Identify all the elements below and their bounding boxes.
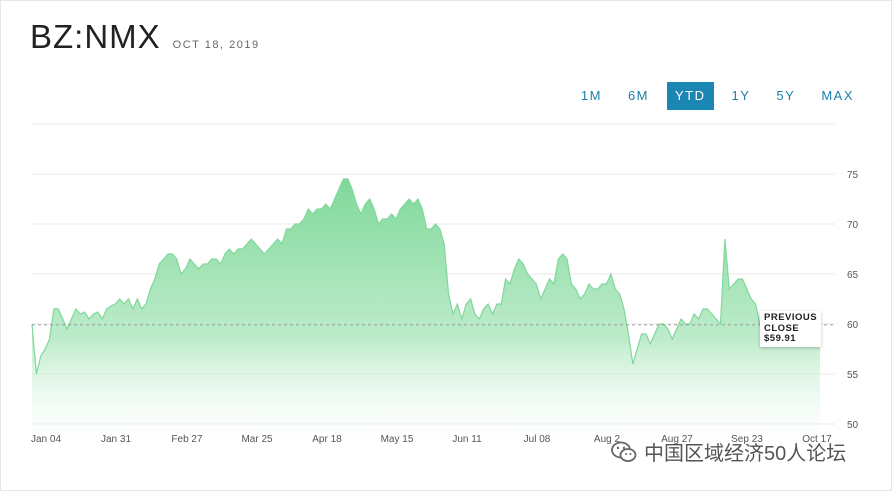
- y-tick-label: 65: [847, 270, 859, 281]
- y-tick-label: 55: [847, 370, 859, 381]
- x-tick-label: Apr 18: [312, 434, 342, 445]
- price-line: [31, 178, 761, 375]
- x-tick-label: Jan 31: [101, 434, 131, 445]
- range-button-1m[interactable]: 1M: [580, 88, 602, 103]
- x-tick-label: Feb 27: [171, 434, 203, 445]
- x-tick-label: Aug 2: [594, 434, 621, 445]
- range-button-5y[interactable]: 5Y: [776, 88, 796, 103]
- y-tick-label: 60: [847, 320, 859, 331]
- x-tick-label: Sep 23: [731, 434, 763, 445]
- x-tick-label: Jul 08: [524, 434, 551, 445]
- y-tick-label: 75: [847, 170, 859, 181]
- range-button-ytd[interactable]: YTD: [667, 82, 714, 110]
- x-tick-label: May 15: [381, 434, 414, 445]
- x-tick-label: Jan 04: [31, 434, 61, 445]
- chart-header: BZ:NMX OCT 18, 2019: [30, 18, 260, 56]
- ticker-symbol: BZ:NMX: [30, 18, 161, 55]
- range-button-6m[interactable]: 6M: [627, 88, 650, 103]
- price-area: [32, 179, 820, 444]
- quote-date: OCT 18, 2019: [172, 39, 260, 51]
- previous-close-callout: PREVIOUS CLOSE $59.91: [760, 311, 822, 347]
- callout-line-1: PREVIOUS: [764, 312, 818, 323]
- watermark-text: 中国区域经济50人论坛: [644, 443, 847, 465]
- range-button-max[interactable]: MAX: [821, 88, 854, 103]
- x-tick-label: Jun 11: [452, 434, 482, 445]
- y-tick-label: 50: [847, 420, 859, 431]
- y-tick-label: 70: [847, 220, 859, 231]
- callout-line-3: $59.91: [764, 333, 797, 344]
- range-selector: 1M 6M YTD 1Y 5Y MAX: [573, 82, 862, 110]
- wechat-logo-icon: [611, 441, 637, 462]
- range-button-1y[interactable]: 1Y: [731, 88, 751, 103]
- x-tick-label: Oct 17: [802, 434, 832, 445]
- x-tick-label: Aug 27: [661, 434, 693, 445]
- x-tick-label: Mar 25: [241, 434, 273, 445]
- watermark: 中国区域经济50人论坛: [610, 437, 846, 466]
- callout-line-2: CLOSE: [764, 322, 800, 334]
